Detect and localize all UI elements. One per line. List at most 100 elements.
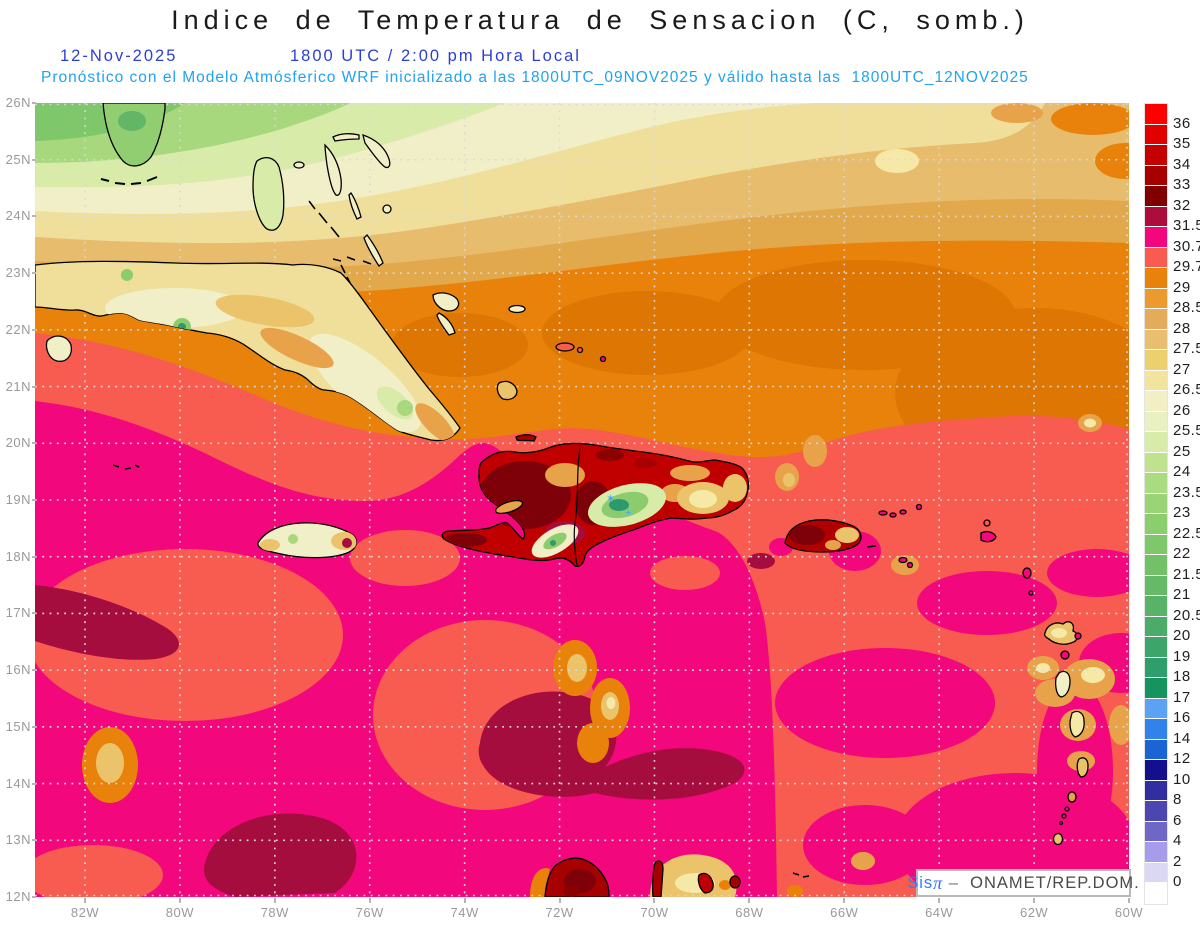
- lat-tick-label: 16N: [5, 662, 31, 678]
- colorbar-cell: [1145, 350, 1167, 371]
- lon-tick-mark: [1033, 898, 1036, 903]
- lat-tick-label: 13N: [5, 832, 31, 848]
- patch-yellow: [875, 149, 919, 173]
- lat-tick-label: 20N: [5, 435, 31, 451]
- colorbar-cell: [1145, 104, 1167, 125]
- colorbar-tick-label: 35: [1173, 135, 1191, 152]
- coastlines: [35, 103, 1129, 897]
- lat-tick-mark: [32, 782, 36, 785]
- colorbar-tick-label: 32: [1173, 196, 1191, 214]
- colorbar-cell: [1145, 452, 1167, 473]
- coastline-cat-island: [348, 191, 362, 220]
- lat-tick-mark: [32, 442, 36, 445]
- lon-tick-label: 80W: [165, 905, 195, 920]
- lat-tick-label: 15N: [5, 718, 31, 734]
- lat-tick-mark: [32, 158, 36, 161]
- colorbar-cell: [1145, 719, 1167, 740]
- coastline-acklins: [436, 312, 456, 336]
- colorbar-tick-label: 29.7: [1173, 258, 1200, 275]
- coastline-martinique: [1069, 710, 1085, 738]
- lon-tick-mark: [748, 898, 751, 903]
- colorbar-cell: [1145, 432, 1167, 453]
- patch-orange: [991, 103, 1043, 123]
- magenta-patches: [769, 531, 1129, 897]
- lat-tick-mark: [32, 895, 36, 898]
- lat-tick-mark: [32, 102, 36, 104]
- colorbar-cell: [1145, 145, 1167, 166]
- haiti-dr-border: [573, 447, 581, 566]
- cayman-islands: [112, 464, 140, 470]
- coastline-vieques: [866, 545, 877, 548]
- colorbar-tick-label: 20: [1173, 627, 1191, 644]
- coastline-new-providence: [293, 161, 305, 169]
- lat-tick-mark: [32, 215, 36, 218]
- lat-tick-label: 17N: [5, 605, 31, 621]
- colorbar-tick-label: 25.5: [1173, 422, 1200, 439]
- colorbar-cell: [1145, 370, 1167, 391]
- coastline-caicos: [555, 342, 575, 352]
- colorbar-cell: [1145, 555, 1167, 576]
- colorbar-cell: [1145, 657, 1167, 678]
- pi-icon: π: [933, 872, 944, 893]
- colorbar-tick-label: 2: [1173, 852, 1182, 870]
- forecast-map: ✶ +: [35, 103, 1129, 897]
- lat-tick-mark: [32, 498, 36, 501]
- lon-tick-label: 78W: [260, 905, 289, 920]
- colorbar-tick-label: 21.5: [1173, 565, 1200, 583]
- lon-tick-mark: [368, 898, 371, 903]
- colorbar-tick-label: 8: [1173, 791, 1182, 808]
- lon-tick-mark: [178, 898, 181, 903]
- colorbar-cell: [1145, 637, 1167, 658]
- colorbar-cell: [1145, 411, 1167, 432]
- colorbar-cell: [1145, 821, 1167, 842]
- colorbar-tick-label: 0: [1173, 873, 1182, 890]
- lon-tick-label: 68W: [735, 905, 764, 920]
- colorbar-cell: [1145, 247, 1167, 268]
- colorbar-tick-label: 16: [1173, 709, 1191, 726]
- coastline-bonaire: [729, 875, 741, 889]
- lon-tick-mark: [1128, 898, 1130, 903]
- cool-spot-marker-star: ✶: [606, 493, 615, 505]
- lon-tick-mark: [463, 898, 466, 903]
- colorbar-cell: [1145, 288, 1167, 309]
- colorbar-tick-label: 27.5: [1173, 340, 1200, 357]
- colorbar-tick-label: 26.5: [1173, 381, 1200, 398]
- colorbar-cell: [1145, 760, 1167, 781]
- coastline-san-salvador: [382, 204, 392, 214]
- coastline-gonave: [494, 499, 524, 515]
- colorbar-tick-label: 21: [1173, 586, 1191, 603]
- coastline-curacao: [697, 872, 714, 894]
- colorbar-cell: [1145, 801, 1167, 822]
- lat-lon-grid: [35, 103, 1129, 897]
- lat-tick-label: 22N: [5, 321, 31, 337]
- coastline-st-vincent: [1067, 791, 1077, 803]
- credit-org: ONAMET/REP.DOM.: [970, 873, 1140, 892]
- lon-tick-label: 76W: [355, 905, 384, 920]
- colorbar-tick-label: 19: [1173, 647, 1191, 665]
- lat-tick-label: 18N: [5, 548, 31, 564]
- lat-tick-mark: [32, 669, 36, 672]
- lat-tick-mark: [32, 612, 36, 615]
- lon-tick-label: 74W: [450, 905, 479, 920]
- colorbar-tick-label: 30.7: [1173, 237, 1200, 255]
- colorbar-tick-label: 34: [1173, 155, 1191, 173]
- lat-tick-mark: [32, 385, 36, 388]
- lat-tick-label: 24N: [5, 208, 31, 224]
- lon-tick-mark: [273, 898, 276, 903]
- lon-tick-label: 64W: [925, 905, 954, 920]
- puerto-rico-interior: [789, 525, 859, 550]
- colorbar-cell: [1145, 165, 1167, 186]
- colorbar-cell: [1145, 780, 1167, 801]
- patch-orange: [1051, 103, 1129, 135]
- colorbar-cell: [1145, 514, 1167, 535]
- colorbar-cell: [1145, 862, 1167, 883]
- coastline-tortue: [515, 434, 537, 442]
- page-title: Indice de Temperatura de Sensacion (C, s…: [171, 5, 1029, 35]
- coastline-abaco: [362, 134, 391, 169]
- coastline-long-island: [363, 234, 384, 267]
- colorbar-cell: [1145, 227, 1167, 248]
- colorbar-tick-label: 28.5: [1173, 299, 1200, 316]
- model-note: Pronóstico con el Modelo Atmósferico WRF…: [41, 69, 1029, 86]
- colorbar-cell: [1145, 206, 1167, 227]
